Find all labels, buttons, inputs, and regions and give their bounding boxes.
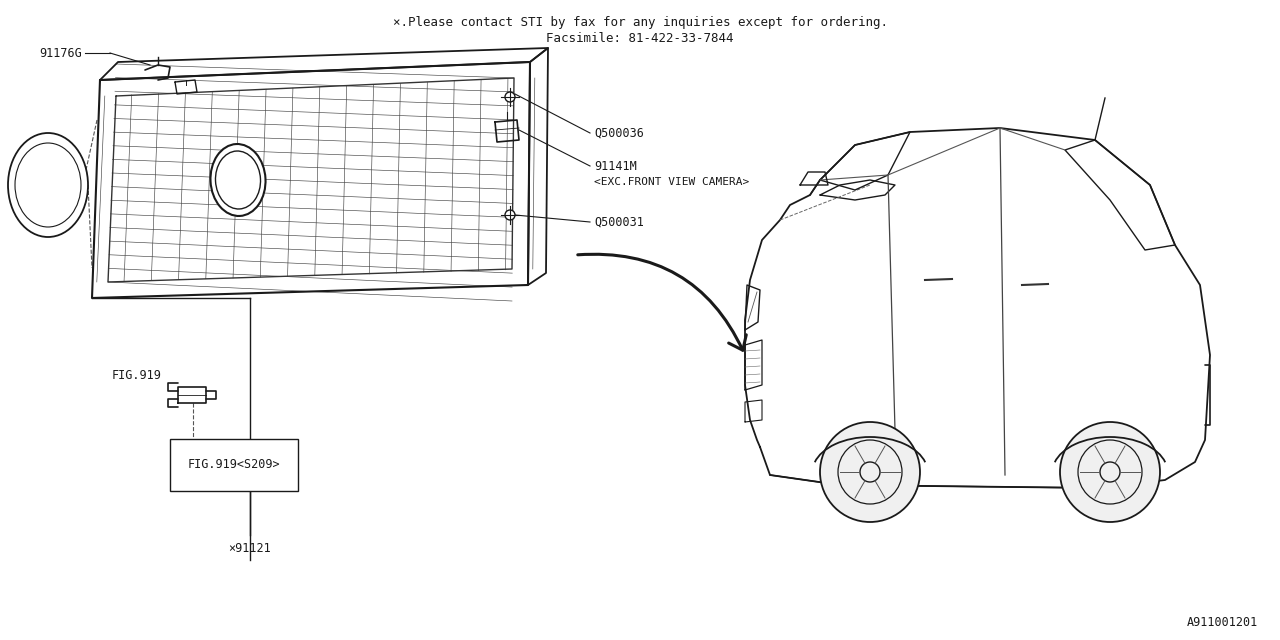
Text: ×91121: ×91121	[229, 541, 271, 554]
Text: FIG.919<S209>: FIG.919<S209>	[188, 458, 280, 472]
Bar	[170, 439, 298, 491]
Text: 91141M: 91141M	[594, 159, 636, 173]
Text: 91176G: 91176G	[40, 47, 82, 60]
Circle shape	[1060, 422, 1160, 522]
Ellipse shape	[8, 133, 88, 237]
Text: Q500031: Q500031	[594, 216, 644, 228]
Text: Q500036: Q500036	[594, 127, 644, 140]
Text: ×.Please contact STI by fax for any inquiries except for ordering.: ×.Please contact STI by fax for any inqu…	[393, 15, 887, 29]
Text: FIG.919: FIG.919	[113, 369, 161, 381]
Text: A911001201: A911001201	[1187, 616, 1258, 628]
Ellipse shape	[210, 144, 265, 216]
Circle shape	[506, 92, 515, 102]
Text: Facsimile: 81-422-33-7844: Facsimile: 81-422-33-7844	[547, 31, 733, 45]
Circle shape	[820, 422, 920, 522]
Text: <EXC.FRONT VIEW CAMERA>: <EXC.FRONT VIEW CAMERA>	[594, 177, 749, 187]
Circle shape	[506, 210, 515, 220]
FancyArrowPatch shape	[577, 254, 746, 350]
